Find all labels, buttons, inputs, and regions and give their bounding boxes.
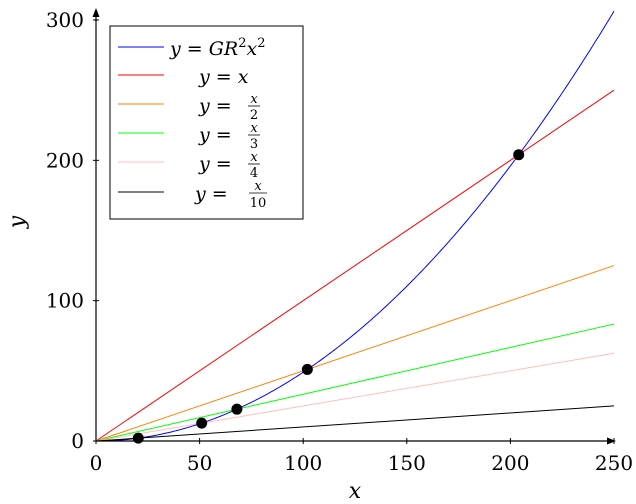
intersection-point-3: [301, 363, 313, 375]
axes: [92, 8, 616, 445]
legend-label-curve: y = GR2x2: [169, 36, 266, 60]
svg-text:y = x: y = x: [198, 66, 249, 88]
x-tick-label-4: 200: [491, 451, 529, 475]
series-line-5: [95, 405, 615, 442]
intersection-point-1: [196, 417, 208, 429]
svg-text:x: x: [250, 92, 258, 107]
series-layer: [95, 10, 615, 442]
series-line-3: [95, 323, 615, 442]
y-tick-label-1: 100: [46, 289, 84, 313]
svg-text:x: x: [254, 179, 262, 194]
y-tick-label-2: 200: [46, 148, 84, 172]
intersection-point-4: [513, 149, 525, 161]
series-line-4: [95, 352, 615, 442]
svg-text:y =: y =: [198, 124, 232, 146]
svg-text:10: 10: [250, 196, 267, 211]
x-tick-label-1: 50: [187, 451, 212, 475]
legend: y = GR2x2 y = x y = x 2 y = x 3 y = x 4 …: [109, 25, 304, 220]
x-axis-arrow: [607, 437, 616, 445]
series-line-2: [95, 265, 615, 442]
legend-label-x-tenth: y = x 10: [194, 179, 267, 211]
intersection-points: [132, 149, 525, 444]
svg-text:2: 2: [250, 108, 258, 123]
y-axis-label: y: [5, 215, 30, 229]
svg-text:x: x: [250, 150, 258, 165]
svg-text:y =: y =: [194, 183, 228, 205]
x-tick-label-2: 100: [284, 451, 322, 475]
legend-label-x-quarter: y = x 4: [198, 150, 260, 181]
x-tick-label-5: 250: [595, 451, 633, 475]
svg-text:x: x: [250, 121, 258, 136]
legend-label-x-half: y = x 2: [198, 92, 260, 123]
svg-text:y =: y =: [198, 95, 232, 117]
series-line-1: [95, 89, 615, 442]
x-tick-label-3: 150: [388, 451, 426, 475]
y-axis-arrow: [92, 8, 100, 17]
intersection-point-0: [132, 432, 144, 444]
legend-box: [109, 25, 304, 220]
x-axis-label: x: [349, 479, 362, 504]
svg-text:y =: y =: [198, 153, 232, 175]
y-tick-label-3: 300: [46, 8, 84, 32]
legend-label-x-third: y = x 3: [198, 121, 260, 152]
series-line-0: [95, 10, 615, 442]
svg-text:y = GR2x2: y = GR2x2: [169, 36, 266, 60]
y-tick-label-0: 0: [71, 429, 84, 453]
x-tick-label-0: 0: [90, 451, 103, 475]
intersection-point-2: [231, 403, 243, 415]
svg-text:4: 4: [250, 166, 258, 181]
ticks: 0 50 100 150 200 250 0 100 200 300: [46, 8, 633, 475]
legend-label-x: y = x: [198, 66, 249, 88]
svg-text:3: 3: [250, 137, 258, 152]
